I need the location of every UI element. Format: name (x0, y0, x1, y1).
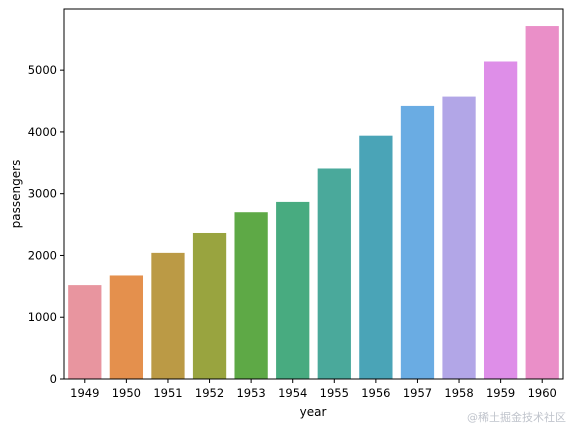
y-tick-label-2000: 2000 (28, 248, 57, 262)
x-tick-label-1953: 1953 (236, 386, 265, 400)
x-axis-ticks: 1949 1950 1951 1952 1953 1954 1955 1956 1957 1958… (70, 379, 557, 400)
bar-1952 (192, 232, 227, 379)
y-tick-label-3000: 3000 (28, 187, 57, 201)
x-tick-label-1955: 1955 (320, 386, 349, 400)
bar-1953 (234, 212, 268, 379)
y-tick-label-0: 0 (50, 372, 57, 386)
bars-group (68, 26, 559, 380)
bar-1949 (68, 285, 102, 379)
watermark: @稀土掘金技术社区 (467, 410, 566, 424)
bar-1950 (109, 275, 144, 379)
x-tick-label-1954: 1954 (278, 386, 307, 400)
bar-1957 (400, 105, 435, 380)
x-axis-label: year (300, 405, 327, 419)
y-tick-label-5000: 5000 (28, 63, 57, 77)
bar-1955 (317, 168, 351, 379)
x-tick-label-1952: 1952 (195, 386, 224, 400)
x-tick-label-1960: 1960 (528, 386, 557, 400)
y-axis-ticks: 0 1000 2000 3000 4000 5000 (28, 63, 64, 386)
x-tick-label-1957: 1957 (403, 386, 432, 400)
x-tick-label-1950: 1950 (112, 386, 141, 400)
x-tick-label-1951: 1951 (153, 386, 182, 400)
plot-frame (63, 8, 564, 380)
y-axis-label: passengers (9, 160, 23, 229)
bar-1951 (151, 252, 185, 379)
y-tick-label-1000: 1000 (28, 310, 57, 324)
y-tick-label-4000: 4000 (28, 125, 57, 139)
bar-1960 (525, 26, 559, 380)
x-tick-label-1956: 1956 (361, 386, 390, 400)
bar-1958 (442, 96, 476, 379)
bar-1954 (276, 201, 310, 379)
x-tick-label-1949: 1949 (70, 386, 99, 400)
bar-1959 (483, 61, 518, 379)
x-tick-label-1958: 1958 (444, 386, 473, 400)
x-tick-label-1959: 1959 (486, 386, 515, 400)
bar-1956 (359, 135, 393, 379)
